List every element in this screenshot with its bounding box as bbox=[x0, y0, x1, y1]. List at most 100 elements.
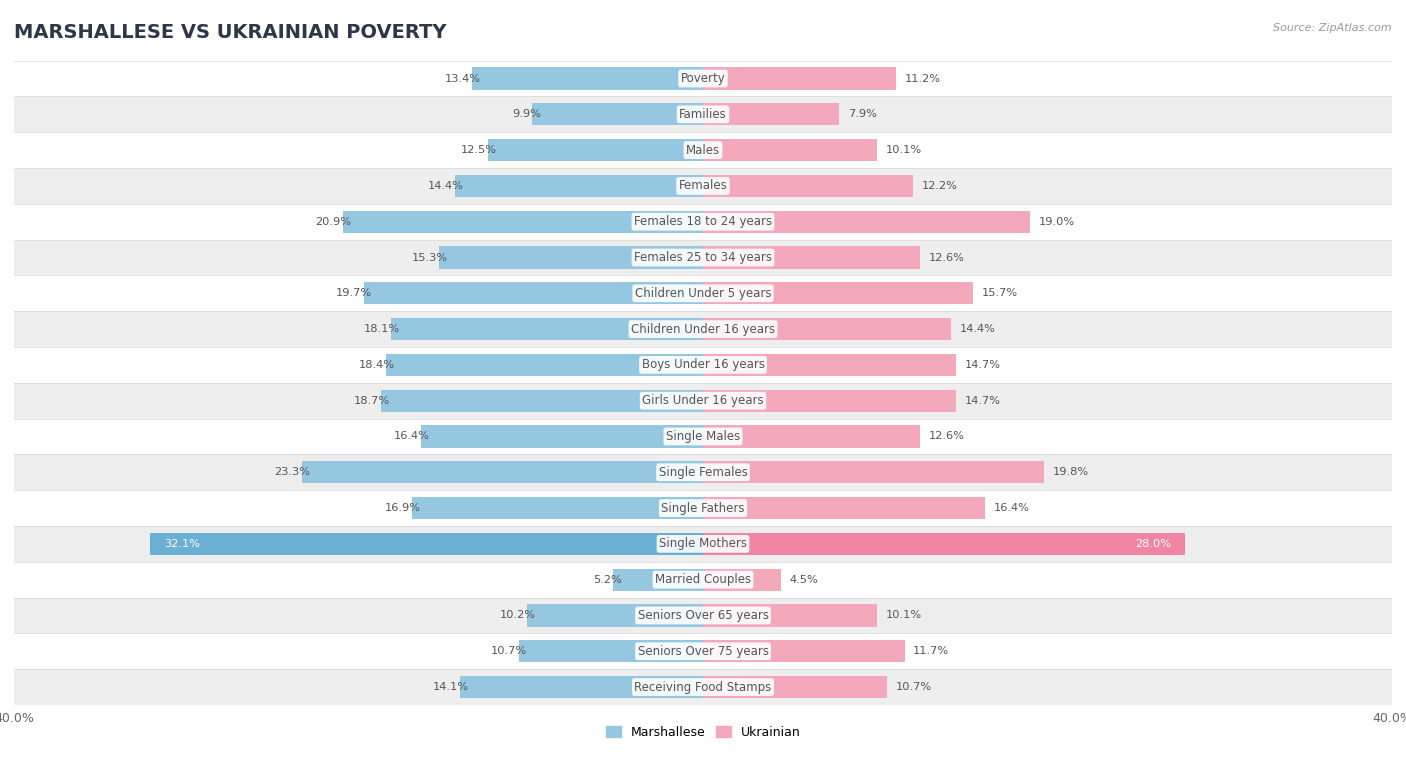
Text: Single Females: Single Females bbox=[658, 465, 748, 479]
Bar bbox=[14, 634, 1392, 669]
Text: 10.7%: 10.7% bbox=[491, 647, 527, 656]
Bar bbox=[456, 175, 703, 197]
Text: 18.1%: 18.1% bbox=[364, 324, 399, 334]
Text: 18.4%: 18.4% bbox=[359, 360, 395, 370]
Text: Single Males: Single Males bbox=[666, 430, 740, 443]
Text: 11.7%: 11.7% bbox=[912, 647, 949, 656]
Bar bbox=[703, 533, 1185, 555]
Bar bbox=[391, 318, 703, 340]
Text: 10.2%: 10.2% bbox=[501, 610, 536, 621]
Bar bbox=[14, 669, 1392, 705]
Text: 9.9%: 9.9% bbox=[512, 109, 541, 119]
Text: 5.2%: 5.2% bbox=[593, 575, 621, 584]
Text: 23.3%: 23.3% bbox=[274, 467, 311, 478]
Text: Children Under 5 years: Children Under 5 years bbox=[634, 287, 772, 300]
Text: 15.7%: 15.7% bbox=[981, 288, 1018, 299]
Text: Boys Under 16 years: Boys Under 16 years bbox=[641, 359, 765, 371]
Text: 12.2%: 12.2% bbox=[922, 181, 957, 191]
Bar bbox=[14, 562, 1392, 597]
Bar bbox=[703, 103, 839, 125]
Bar bbox=[613, 568, 703, 590]
Text: 14.7%: 14.7% bbox=[965, 360, 1001, 370]
Bar bbox=[703, 604, 877, 627]
Text: Receiving Food Stamps: Receiving Food Stamps bbox=[634, 681, 772, 694]
Bar bbox=[703, 354, 956, 376]
Bar bbox=[488, 139, 703, 161]
Bar bbox=[14, 204, 1392, 240]
Bar bbox=[14, 490, 1392, 526]
Text: Married Couples: Married Couples bbox=[655, 573, 751, 586]
Bar bbox=[703, 318, 950, 340]
Text: 15.3%: 15.3% bbox=[412, 252, 449, 262]
Legend: Marshallese, Ukrainian: Marshallese, Ukrainian bbox=[600, 721, 806, 744]
Text: 7.9%: 7.9% bbox=[848, 109, 876, 119]
Bar bbox=[14, 275, 1392, 312]
Bar bbox=[14, 418, 1392, 454]
Text: 14.4%: 14.4% bbox=[960, 324, 995, 334]
Text: 12.6%: 12.6% bbox=[928, 431, 965, 441]
Bar bbox=[703, 246, 920, 268]
Bar bbox=[14, 383, 1392, 418]
Bar bbox=[527, 604, 703, 627]
Text: 14.7%: 14.7% bbox=[965, 396, 1001, 406]
Text: 19.0%: 19.0% bbox=[1039, 217, 1076, 227]
Text: 4.5%: 4.5% bbox=[789, 575, 818, 584]
Text: Females 18 to 24 years: Females 18 to 24 years bbox=[634, 215, 772, 228]
Text: Source: ZipAtlas.com: Source: ZipAtlas.com bbox=[1274, 23, 1392, 33]
Bar bbox=[14, 526, 1392, 562]
Bar bbox=[150, 533, 703, 555]
Bar bbox=[387, 354, 703, 376]
Bar bbox=[14, 96, 1392, 132]
Text: 19.7%: 19.7% bbox=[336, 288, 373, 299]
Bar bbox=[472, 67, 703, 89]
Text: MARSHALLESE VS UKRAINIAN POVERTY: MARSHALLESE VS UKRAINIAN POVERTY bbox=[14, 23, 447, 42]
Text: 16.4%: 16.4% bbox=[994, 503, 1031, 513]
Bar bbox=[703, 497, 986, 519]
Text: 13.4%: 13.4% bbox=[444, 74, 481, 83]
Text: 12.6%: 12.6% bbox=[928, 252, 965, 262]
Text: 32.1%: 32.1% bbox=[165, 539, 200, 549]
Text: 12.5%: 12.5% bbox=[460, 145, 496, 155]
Bar bbox=[703, 461, 1045, 484]
Bar bbox=[14, 597, 1392, 634]
Bar bbox=[519, 641, 703, 662]
Text: 14.4%: 14.4% bbox=[427, 181, 464, 191]
Text: 16.9%: 16.9% bbox=[384, 503, 420, 513]
Text: Females: Females bbox=[679, 180, 727, 193]
Text: Children Under 16 years: Children Under 16 years bbox=[631, 323, 775, 336]
Bar bbox=[364, 282, 703, 305]
Bar bbox=[703, 425, 920, 447]
Text: Families: Families bbox=[679, 108, 727, 121]
Bar bbox=[302, 461, 703, 484]
Bar bbox=[703, 641, 904, 662]
Text: 11.2%: 11.2% bbox=[904, 74, 941, 83]
Bar bbox=[14, 132, 1392, 168]
Bar bbox=[703, 211, 1031, 233]
Bar bbox=[420, 425, 703, 447]
Bar bbox=[703, 139, 877, 161]
Text: 10.7%: 10.7% bbox=[896, 682, 932, 692]
Bar bbox=[703, 568, 780, 590]
Text: Girls Under 16 years: Girls Under 16 years bbox=[643, 394, 763, 407]
Text: 10.1%: 10.1% bbox=[886, 145, 922, 155]
Text: 14.1%: 14.1% bbox=[433, 682, 468, 692]
Text: Females 25 to 34 years: Females 25 to 34 years bbox=[634, 251, 772, 264]
Text: Seniors Over 75 years: Seniors Over 75 years bbox=[637, 645, 769, 658]
Bar bbox=[14, 347, 1392, 383]
Bar bbox=[703, 175, 912, 197]
Bar bbox=[703, 282, 973, 305]
Bar bbox=[14, 61, 1392, 96]
Bar bbox=[14, 312, 1392, 347]
Text: Males: Males bbox=[686, 143, 720, 157]
Text: 10.1%: 10.1% bbox=[886, 610, 922, 621]
Bar bbox=[343, 211, 703, 233]
Bar bbox=[460, 676, 703, 698]
Bar bbox=[703, 676, 887, 698]
Text: Poverty: Poverty bbox=[681, 72, 725, 85]
Bar bbox=[412, 497, 703, 519]
Bar bbox=[14, 454, 1392, 490]
Bar bbox=[533, 103, 703, 125]
Text: Single Fathers: Single Fathers bbox=[661, 502, 745, 515]
Text: Seniors Over 65 years: Seniors Over 65 years bbox=[637, 609, 769, 622]
Bar bbox=[703, 67, 896, 89]
